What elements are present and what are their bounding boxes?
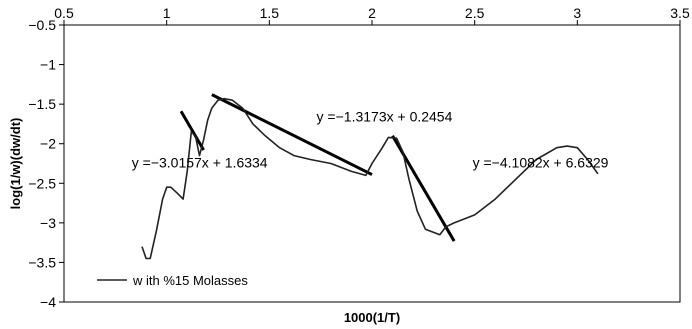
trendline [211, 93, 373, 176]
y-tick-label: −3 [40, 215, 56, 231]
series-layer [141, 97, 599, 260]
y-tick-label: −3.5 [28, 254, 56, 270]
y-tick-label: −0.5 [28, 17, 56, 33]
axes-layer: 0.5 1 1.5 2 2.5 3 3.5 −0.5 −1 −1.5 −2 −2.5 −3 −3.5 −4 [28, 5, 690, 310]
y-tick-label: −2.5 [28, 175, 56, 191]
trendline [179, 110, 205, 151]
x-tick-label: 3 [573, 5, 581, 21]
series-line [141, 97, 599, 260]
equation-label: y =−4.1082x + 6.6329 [473, 154, 609, 170]
x-tick-label: 2 [368, 5, 376, 21]
equation-label: y =−3.0157x + 1.6334 [132, 154, 268, 170]
legend: w ith %15 Molasses [97, 273, 248, 288]
equation-label: y =−1.3173x + 0.2454 [317, 109, 453, 125]
y-tick-label: −2 [40, 136, 56, 152]
x-tick-label: 1.5 [260, 5, 280, 21]
x-tick-label: 1 [163, 5, 171, 21]
y-axis-title: log(1/w)(dw/dt) [8, 118, 23, 210]
annotations-layer: y =−1.3173x + 0.2454 y =−3.0157x + 1.6334… [132, 109, 609, 171]
x-tick-label: 2.5 [465, 5, 485, 21]
y-tick-label: −4 [40, 294, 56, 310]
y-tick-label: −1.5 [28, 96, 56, 112]
legend-label: w ith %15 Molasses [132, 273, 248, 288]
x-tick-label: 3.5 [670, 5, 690, 21]
x-tick-label: 0.5 [54, 5, 74, 21]
y-tick-label: −1 [40, 57, 56, 73]
x-axis-title: 1000(1/T) [344, 310, 400, 325]
